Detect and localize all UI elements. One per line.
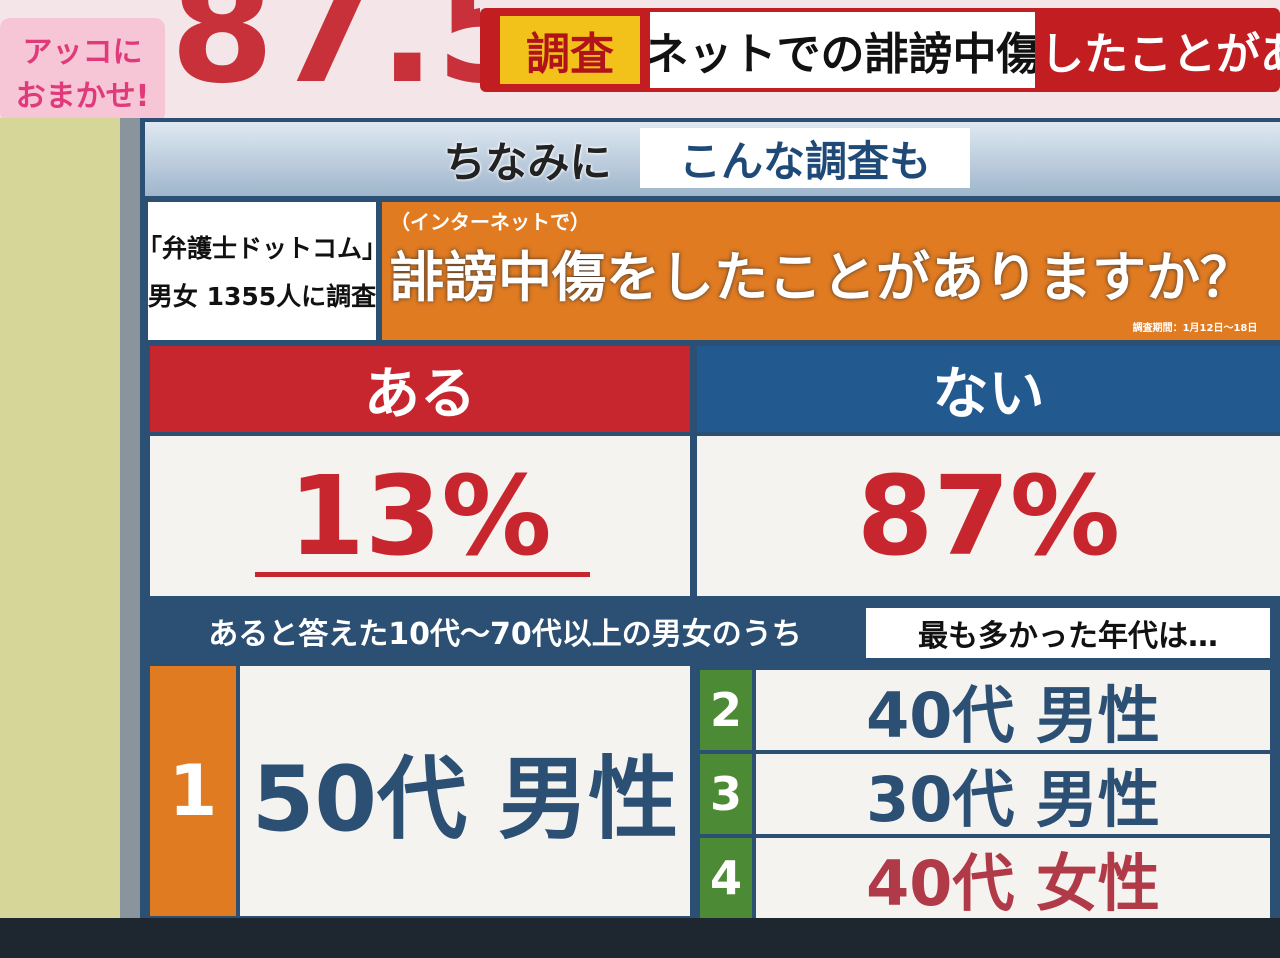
ranking-intro: あると答えた10代〜70代以上の男女のうち: [208, 617, 802, 652]
underline: [255, 572, 590, 577]
period: 調査期間：1月12日〜18日: [1132, 322, 1258, 334]
question-box: [382, 202, 1280, 340]
question-note: （インターネットで）: [390, 209, 590, 234]
answer-value: 13%: [150, 436, 690, 596]
big-number: 87.5: [170, 0, 480, 100]
banner-cut: したことがあ: [1040, 29, 1280, 80]
rank-badge: 3: [700, 754, 752, 834]
banner-tag: 調査: [500, 16, 640, 84]
side-border: [120, 118, 140, 918]
rank-group: 30代 男性: [756, 754, 1270, 834]
side-strip: [0, 118, 120, 918]
answer-value: 87%: [697, 436, 1280, 596]
answer-label: ある: [150, 346, 690, 432]
rank-group: 40代 女性: [756, 838, 1270, 918]
rank-badge: 1: [150, 666, 236, 916]
logo-line: アッコに: [22, 34, 143, 70]
source-box: 「弁護士ドットコム」 男女 1355人に調査: [148, 202, 376, 340]
banner-topic: ネットでの誹謗中傷: [650, 12, 1035, 88]
question: 誹謗中傷をしたことがありますか？: [390, 246, 1254, 309]
lead: ちなみに: [443, 137, 612, 187]
source-line: 男女 1355人に調査: [148, 282, 376, 311]
source-line: 「弁護士ドットコム」: [148, 234, 376, 263]
logo-line: おまかせ!: [15, 78, 150, 114]
rank-group: 50代 男性: [240, 666, 690, 916]
rank-badge: 4: [700, 838, 752, 918]
rank-badge: 2: [700, 670, 752, 750]
lead-box: こんな調査も: [640, 128, 970, 188]
rank-group: 40代 男性: [756, 670, 1270, 750]
logo: アッコに おまかせ!: [0, 18, 165, 123]
ranking-question: 最も多かった年代は…: [866, 608, 1270, 658]
answer-label: ない: [697, 346, 1280, 432]
